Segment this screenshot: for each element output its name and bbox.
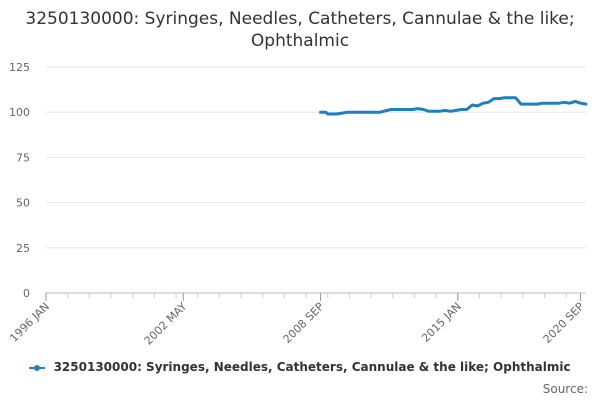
plot-area bbox=[319, 96, 588, 116]
source-label: Source: bbox=[542, 382, 588, 396]
x-tick-label: 2008 SEP bbox=[281, 300, 327, 346]
legend-dot bbox=[34, 364, 41, 371]
x-tick-label: 1996 JAN bbox=[7, 300, 52, 345]
legend[interactable]: 3250130000: Syringes, Needles, Catheters… bbox=[0, 360, 600, 374]
x-axis: 1996 JAN 2002 MAY 2008 SEP 2015 JAN 2020 SEP bbox=[7, 293, 587, 348]
y-tick-label: 50 bbox=[16, 197, 30, 210]
series-line bbox=[319, 96, 588, 116]
grid-lines bbox=[46, 66, 586, 294]
y-axis: 0 25 50 75 100 125 bbox=[9, 61, 30, 300]
y-tick-label: 100 bbox=[9, 106, 30, 119]
legend-label: 3250130000: Syringes, Needles, Catheters… bbox=[53, 360, 571, 374]
y-tick-label: 25 bbox=[16, 242, 30, 255]
y-tick-label: 75 bbox=[16, 151, 30, 164]
x-tick-label: 2002 MAY bbox=[142, 300, 190, 348]
x-tick-label: 2020 SEP bbox=[541, 300, 587, 346]
x-tick-label: 2015 JAN bbox=[419, 300, 464, 345]
legend-swatch-icon bbox=[29, 363, 46, 373]
y-tick-label: 125 bbox=[9, 61, 30, 74]
chart-title: 3250130000: Syringes, Needles, Catheters… bbox=[25, 9, 575, 51]
y-tick-label: 0 bbox=[23, 287, 30, 300]
